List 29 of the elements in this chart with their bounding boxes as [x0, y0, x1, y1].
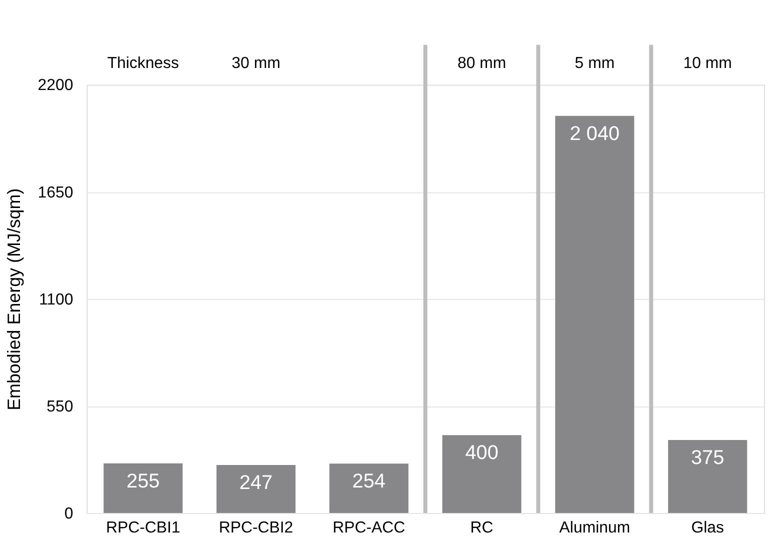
data-label: 247: [239, 472, 273, 494]
data-label: 375: [690, 446, 724, 469]
bar: [104, 463, 183, 514]
x-tick-label: RPC-CBI1: [106, 519, 180, 536]
y-tick-label: 1100: [38, 291, 74, 308]
y-axis-title: Embodied Energy (MJ/sqm): [4, 188, 24, 410]
bar: [555, 116, 634, 514]
text: 80 mm: [457, 54, 506, 72]
bar: [216, 464, 296, 514]
y-tick-label: 2200: [38, 77, 74, 94]
x-tick-label: RPC-ACC: [332, 519, 406, 536]
x-tick-label: RPC-CBI2: [218, 519, 294, 536]
text: Thickness: [107, 54, 179, 72]
data-label: 255: [126, 470, 160, 492]
x-tick-label: Aluminum: [559, 519, 630, 536]
text: 5 mm: [574, 54, 615, 72]
x-tick-label: RC: [470, 519, 494, 536]
bar: [442, 435, 522, 514]
text: 30 mm: [232, 54, 280, 72]
text: 10 mm: [683, 54, 732, 72]
data-label: 400: [465, 442, 498, 464]
bar: [668, 440, 748, 514]
data-label: 254: [352, 470, 386, 493]
data-label: 2 040: [570, 122, 620, 145]
x-tick-label: Glas: [691, 519, 724, 536]
y-tick-label: 1650: [38, 184, 74, 202]
bar: [329, 464, 408, 514]
y-tick-label: 550: [46, 398, 74, 416]
y-tick-label: 0: [64, 506, 74, 523]
